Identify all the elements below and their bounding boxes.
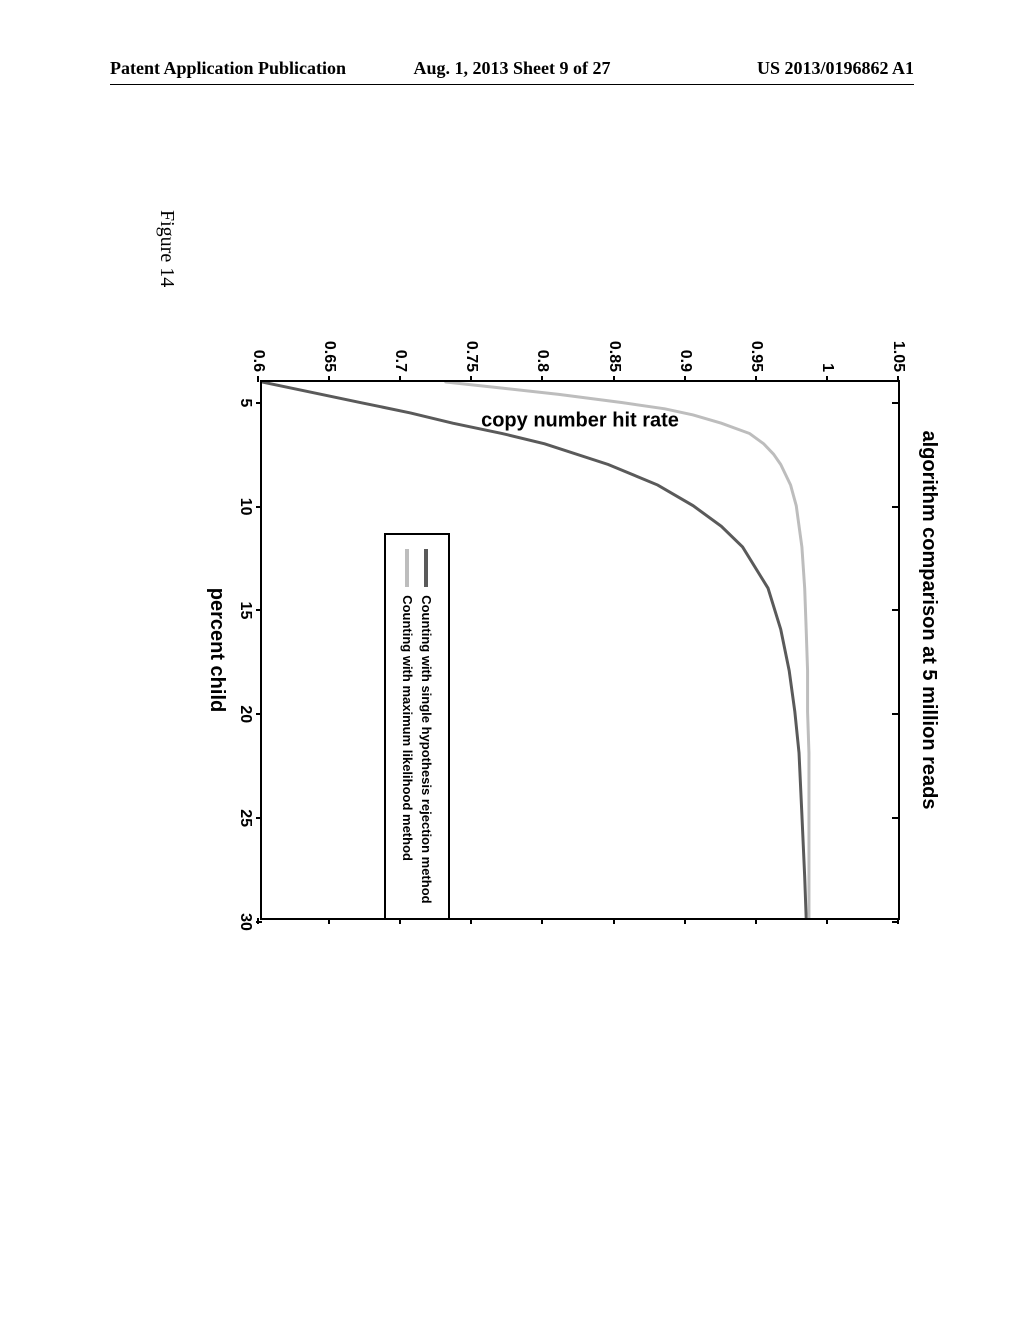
header-divider [110,84,914,85]
y-tick-mark-right [684,918,686,924]
x-tick-mark [256,506,262,508]
y-tick-label: 0.85 [605,341,623,372]
y-tick-label: 0.7 [391,350,409,372]
legend-row: Counting with maximum likelihood method [400,549,415,903]
y-tick-mark [684,376,686,382]
y-tick-mark-right [613,918,615,924]
x-tick-mark-top [892,402,898,404]
y-tick-mark [541,376,543,382]
y-tick-mark [470,376,472,382]
y-tick-mark [613,376,615,382]
legend-label: Counting with single hypothesis rejectio… [419,595,434,903]
x-tick-mark [256,402,262,404]
y-tick-label: 0.9 [676,350,694,372]
x-tick-label: 5 [236,398,254,407]
header-center: Aug. 1, 2013 Sheet 9 of 27 [414,58,611,79]
header-left: Patent Application Publication [110,58,346,79]
x-tick-mark [256,713,262,715]
y-tick-mark-right [541,918,543,924]
y-tick-label: 1.05 [889,341,907,372]
y-tick-mark [755,376,757,382]
x-tick-mark-top [892,609,898,611]
x-tick-mark-top [892,817,898,819]
x-tick-label: 10 [236,498,254,516]
legend-row: Counting with single hypothesis rejectio… [419,549,434,903]
y-tick-mark-right [755,918,757,924]
y-tick-mark-right [470,918,472,924]
y-tick-mark-right [826,918,828,924]
x-tick-label: 15 [236,602,254,620]
series-line [446,382,809,918]
page-header: Patent Application Publication Aug. 1, 2… [0,58,1024,79]
x-tick-mark [256,921,262,923]
figure-caption: Figure 14 [155,210,178,287]
y-axis-label: copy number hit rate [481,409,679,432]
y-tick-label: 0.75 [462,341,480,372]
chart-legend: Counting with single hypothesis rejectio… [384,533,450,919]
y-tick-label: 0.65 [320,341,338,372]
x-tick-label: 25 [236,809,254,827]
y-tick-label: 0.6 [249,350,267,372]
legend-label: Counting with maximum likelihood method [400,595,415,861]
x-tick-label: 30 [236,913,254,931]
legend-swatch [406,549,410,587]
x-tick-mark [256,817,262,819]
y-tick-label: 0.8 [533,350,551,372]
legend-swatch [425,549,429,587]
x-tick-mark-top [892,506,898,508]
header-right: US 2013/0196862 A1 [757,58,914,79]
y-tick-mark [257,376,259,382]
x-tick-label: 20 [236,705,254,723]
y-tick-mark [328,376,330,382]
series-line [262,382,806,918]
x-tick-mark [256,609,262,611]
y-tick-mark [826,376,828,382]
figure-container: algorithm comparison at 5 million reads … [150,300,910,940]
y-tick-label: 0.95 [747,341,765,372]
y-tick-mark-right [399,918,401,924]
y-tick-mark [399,376,401,382]
x-tick-mark-top [892,921,898,923]
x-tick-mark-top [892,713,898,715]
y-tick-label: 1 [818,363,836,372]
y-tick-mark [897,376,899,382]
chart-lines [262,382,898,918]
chart-title: algorithm comparison at 5 million reads [917,300,940,940]
y-tick-mark-right [328,918,330,924]
x-axis-label: percent child [205,382,228,918]
chart-plot-area: copy number hit rate percent child Count… [260,380,900,920]
